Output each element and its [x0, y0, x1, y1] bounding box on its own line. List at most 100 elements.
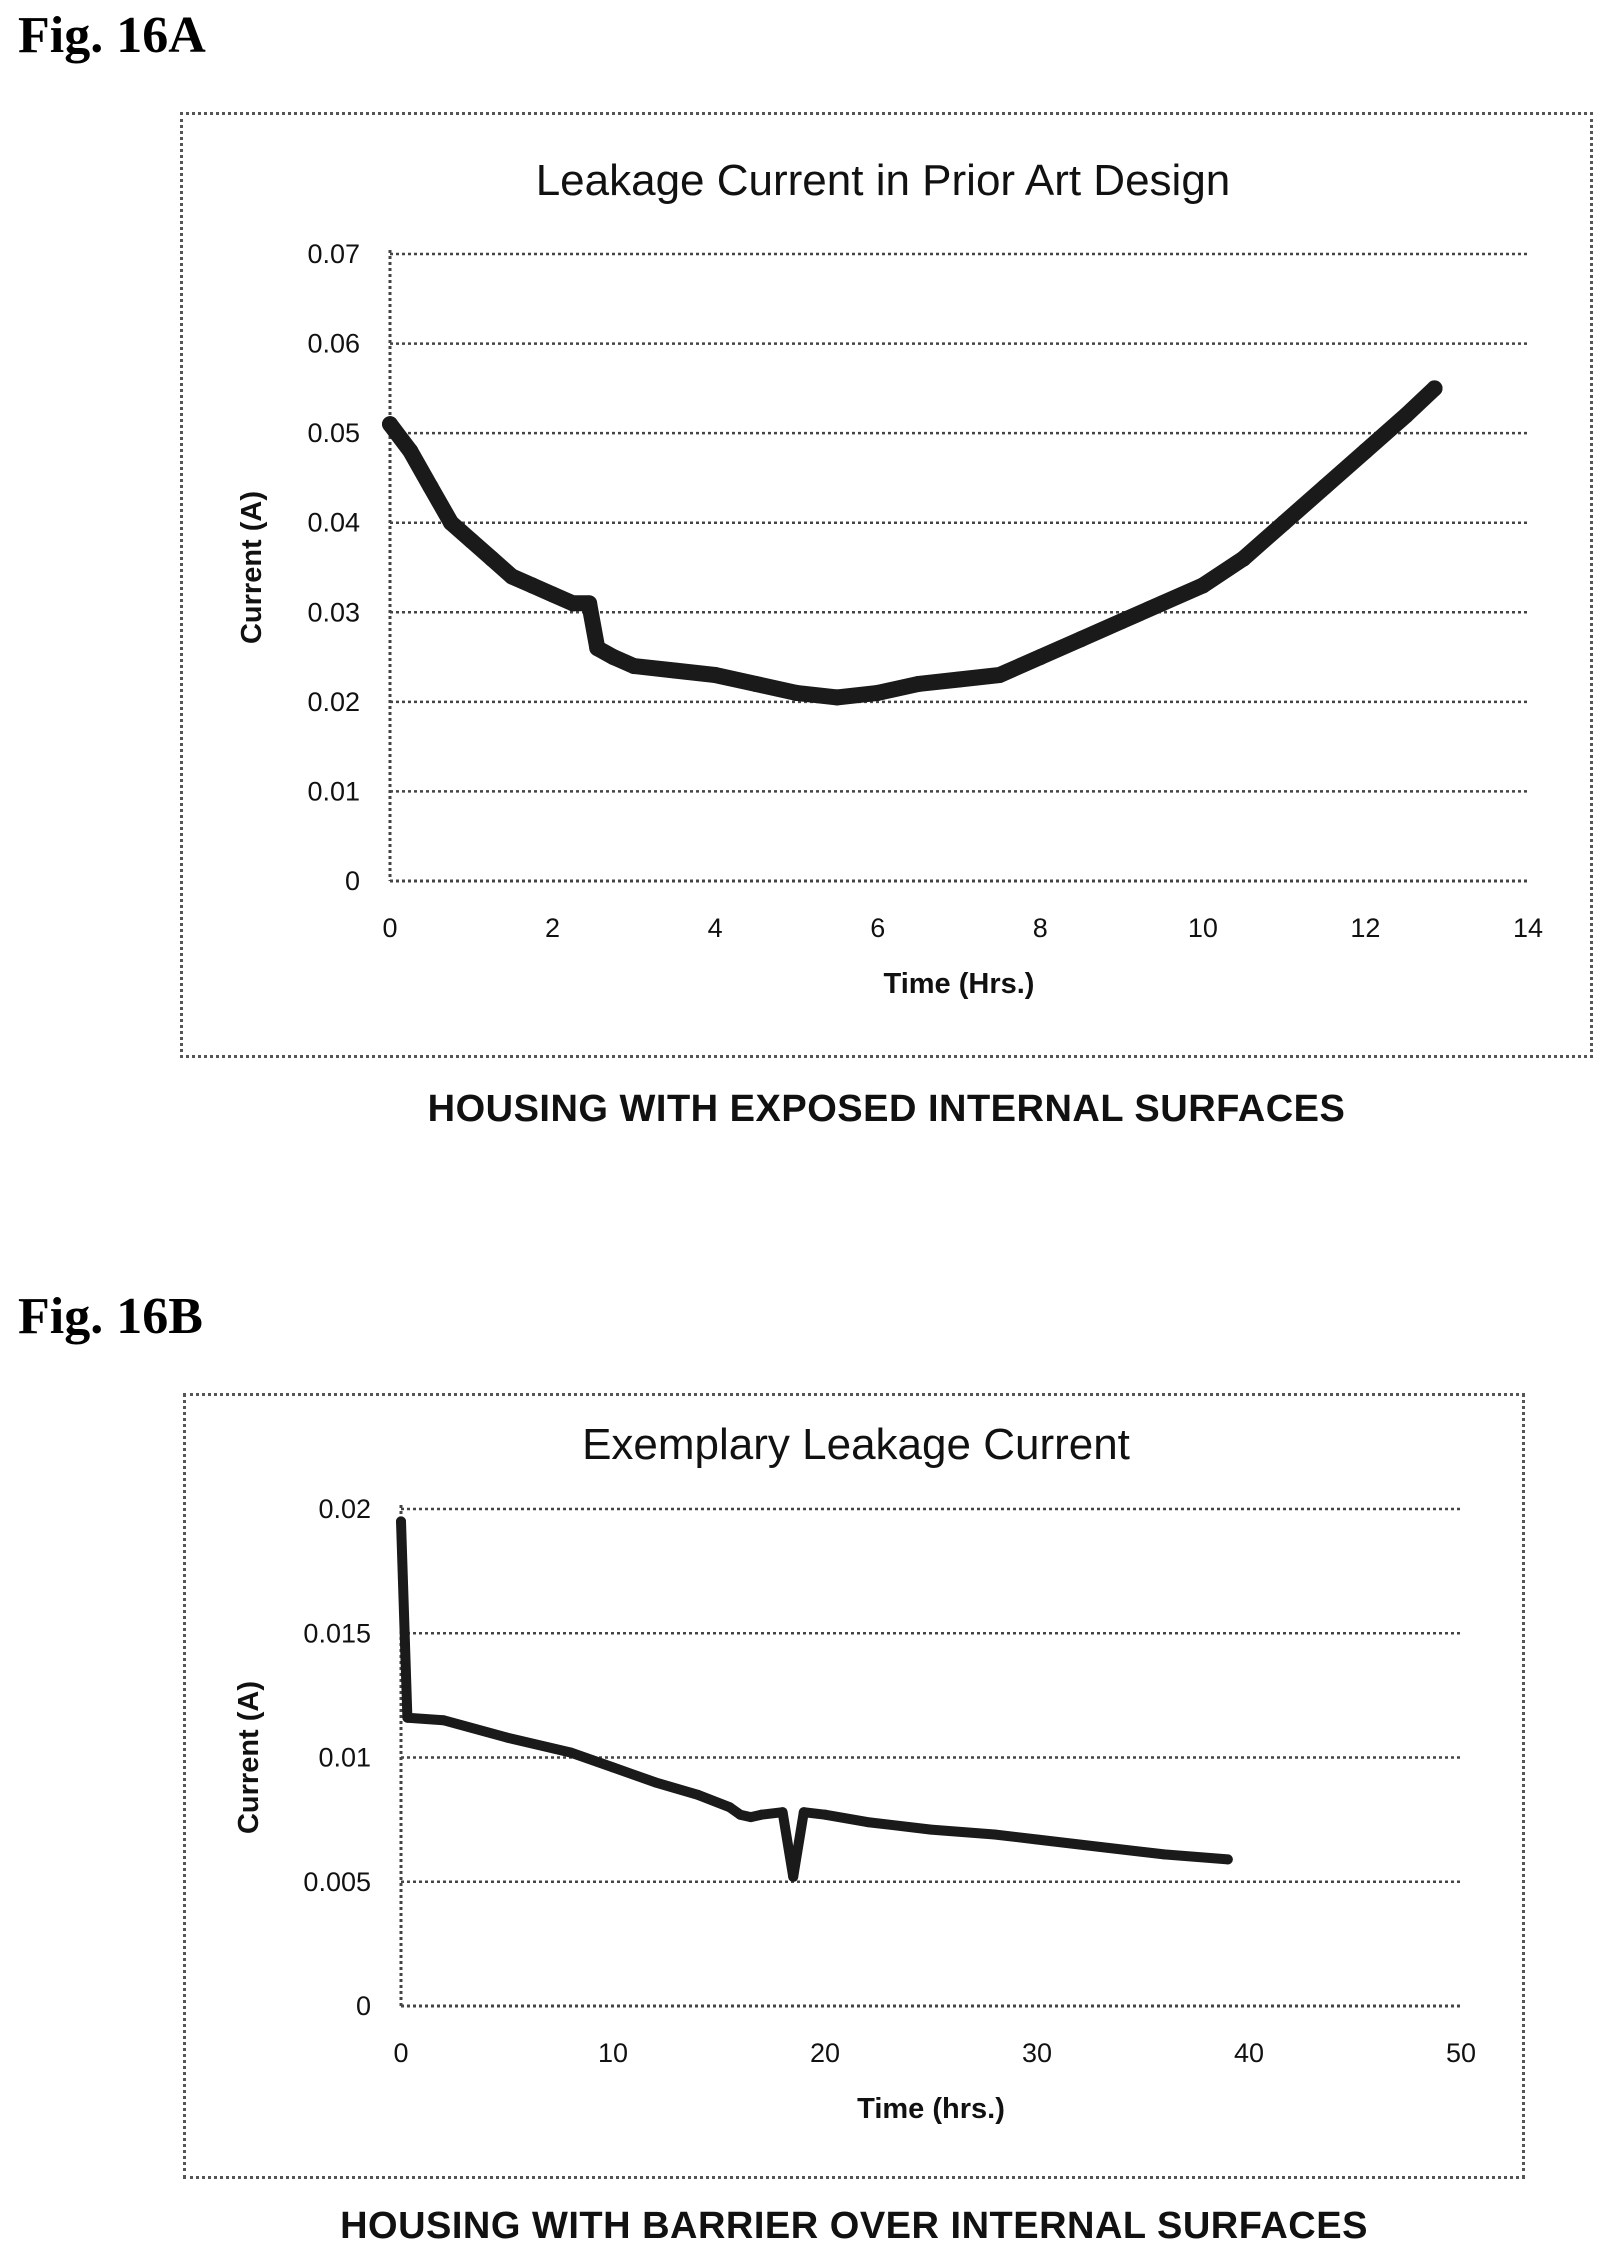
chart-b-data-point	[735, 1809, 746, 1820]
chart-a-data-point	[788, 684, 805, 701]
chart-b-data-point	[1032, 1834, 1042, 1845]
chart-a-data-point	[747, 675, 764, 692]
chart-b-series-line	[396, 1516, 1233, 1882]
chart-b-data-point	[438, 1715, 449, 1726]
chart-a-data-point	[1398, 407, 1415, 424]
chart-a-y-tick-label: 0.06	[307, 329, 360, 359]
chart-a-data-point	[402, 443, 419, 460]
chart-a-data-point	[829, 689, 846, 706]
figure-a-label: Fig. 16A	[18, 7, 206, 64]
chart-b-y-tick-label: 0	[356, 1991, 371, 2021]
chart-b-data-point	[650, 1777, 661, 1788]
chart-b-data-point	[820, 1809, 830, 1820]
chart-a-data-point	[1072, 631, 1089, 648]
chart-b-data-point	[692, 1789, 703, 1800]
chart-b-data-point	[1159, 1849, 1170, 1860]
chart-a-data-point	[1276, 514, 1293, 531]
chart-a-data-point	[1194, 577, 1211, 594]
chart-b-y-tick-label: 0.015	[303, 1618, 371, 1648]
chart-b-data-point	[502, 1732, 512, 1743]
chart-a-x-tick-label: 12	[1350, 913, 1380, 943]
chart-b-data-point	[396, 1516, 406, 1527]
chart-b-x-tick-label: 10	[598, 2038, 628, 2068]
chart-b-data-point	[862, 1817, 873, 1828]
chart-b-data-point	[756, 1809, 767, 1820]
chart-a-y-tick-label: 0.03	[307, 597, 360, 627]
chart-a-data-point	[382, 416, 398, 433]
chart-a-x-tick-label: 0	[382, 913, 397, 943]
chart-a-data-point	[524, 577, 541, 594]
chart-b-x-tick-label: 20	[810, 2038, 840, 2068]
chart-a-data-point	[581, 595, 598, 612]
chart-b-data-point	[745, 1812, 756, 1823]
chart-b-data-point	[798, 1807, 809, 1818]
chart-a-x-tick-label: 14	[1513, 913, 1543, 943]
chart-b-y-tick-label: 0.02	[318, 1494, 371, 1524]
chart-a-data-point	[1032, 649, 1049, 666]
chart-a-data-point	[1235, 550, 1252, 567]
chart-a-data-point	[422, 478, 439, 495]
chart-b-data-point	[989, 1829, 1000, 1840]
figure-b-label: Fig. 16B	[18, 1288, 203, 1345]
chart-a-x-tick-label: 4	[708, 913, 723, 943]
chart-b-x-axis-label: Time (hrs.)	[857, 2093, 1005, 2125]
chart-b-x-tick-label: 50	[1446, 2038, 1476, 2068]
chart-a-y-tick-label: 0.05	[307, 418, 360, 448]
chart-a-y-axis-label: Current (A)	[236, 491, 268, 644]
chart-a-data-point	[991, 666, 1008, 683]
chart-a-title: Leakage Current in Prior Art Design	[536, 156, 1231, 205]
chart-a-x-tick-label: 10	[1188, 913, 1218, 943]
chart-a-data-point	[1154, 595, 1171, 612]
chart-a-data-point	[951, 671, 967, 688]
chart-a: Leakage Current in Prior Art Design 0 0.01…	[236, 156, 1543, 1000]
chart-b-y-tick-label: 0.005	[303, 1867, 371, 1897]
chart-b-data-point	[926, 1824, 936, 1835]
chart-a-data-point	[1316, 478, 1333, 495]
chart-b-data-point	[777, 1807, 788, 1818]
chart-a-data-point	[544, 586, 561, 603]
chart-b-x-tick-label: 40	[1234, 2038, 1264, 2068]
chart-a-x-tick-label: 8	[1033, 913, 1048, 943]
chart-b-x-tick-label: 0	[393, 2038, 408, 2068]
chart-b-data-point	[1095, 1841, 1106, 1852]
chart-a-y-tick-label: 0.04	[307, 508, 360, 538]
chart-b-y-tick-label: 0.01	[318, 1743, 371, 1773]
chart-a-data-point	[1426, 380, 1443, 397]
chart-b-data-point	[402, 1712, 413, 1723]
chart-b-data-point	[608, 1762, 618, 1773]
chart-b-data-point	[565, 1747, 576, 1758]
chart-a-data-point	[666, 662, 683, 679]
figure-a-caption: HOUSING WITH EXPOSED INTERNAL SURFACES	[427, 1088, 1346, 1130]
chart-a-data-point	[869, 684, 886, 701]
chart-b-title: Exemplary Leakage Current	[582, 1420, 1130, 1469]
chart-a-x-tick-label: 2	[545, 913, 560, 943]
chart-a-data-point	[463, 532, 480, 549]
chart-a-data-point	[625, 658, 642, 675]
chart-a-x-tick-label: 6	[870, 913, 885, 943]
chart-a-data-point	[589, 640, 606, 657]
chart-b-frame: Exemplary Leakage Current 0 0.005 0.01 0.015…	[183, 1393, 1525, 2179]
chart-a-data-point	[605, 649, 622, 666]
chart-a-y-tick-label: 0.07	[307, 239, 360, 269]
figure-b-caption: HOUSING WITH BARRIER OVER INTERNAL SURFA…	[340, 2205, 1368, 2247]
chart-a-data-point	[483, 550, 500, 567]
chart-b-x-tick-label: 30	[1022, 2038, 1052, 2068]
chart-a-y-tick-label: 0	[345, 866, 360, 896]
chart-a-frame: Leakage Current in Prior Art Design 0 0.01…	[180, 112, 1593, 1058]
chart-a-data-point	[503, 568, 520, 585]
chart-a-data-point	[707, 666, 724, 683]
chart-b-data-point	[1222, 1854, 1233, 1865]
chart-a-data-point	[1113, 613, 1130, 630]
chart-b-data-point	[788, 1871, 799, 1882]
chart-b-data-point	[724, 1802, 735, 1813]
chart-b-y-axis-label: Current (A)	[233, 1681, 265, 1834]
chart-a-data-point	[564, 595, 581, 612]
chart-a-data-point	[910, 675, 927, 692]
chart-a-y-tick-label: 0.01	[307, 776, 360, 806]
chart-b: Exemplary Leakage Current 0 0.005 0.01 0.015…	[233, 1420, 1476, 2125]
chart-a-y-tick-label: 0.02	[307, 687, 360, 717]
chart-a-x-axis-label: Time (Hrs.)	[884, 968, 1035, 1000]
chart-a-data-point	[1357, 443, 1374, 460]
chart-a-series-line	[382, 380, 1443, 706]
chart-a-data-point	[442, 514, 459, 531]
